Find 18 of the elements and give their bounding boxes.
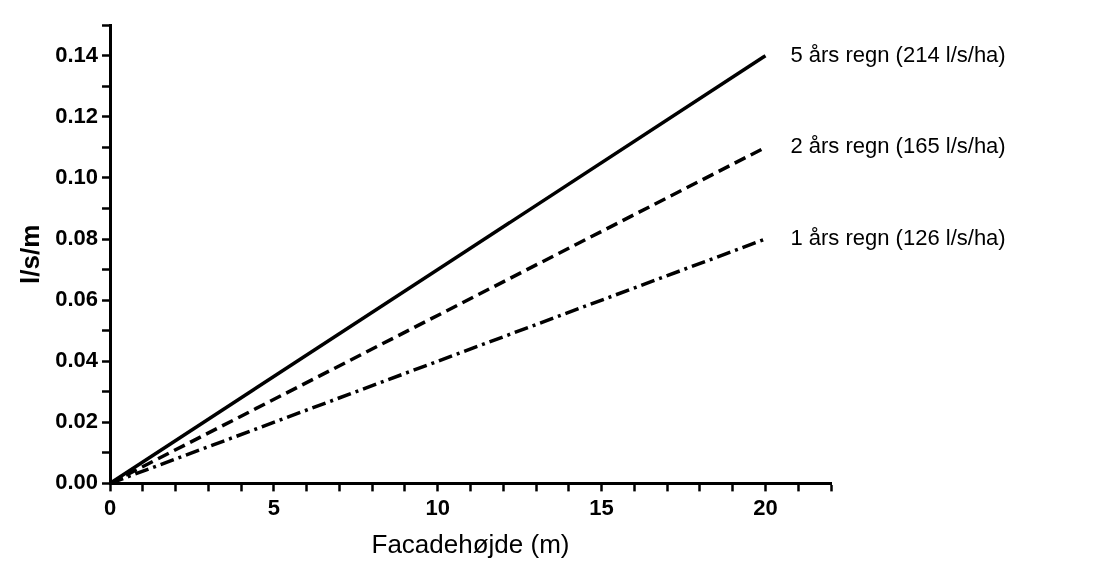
y-tick-label: 0.10 [55,164,99,189]
y-tick-label: 0.04 [55,347,99,373]
y-tick-label: 0.02 [55,408,99,434]
y-axis-title: l/s/m [14,224,45,284]
series-label: 2 års regn (165 l/s/ha) [790,133,1006,159]
x-tick-label: 15 [589,494,614,520]
y-tick-label: 0.08 [55,225,99,251]
x-tick-label: 5 [267,494,280,520]
x-tick-label: 20 [753,494,778,520]
y-tick-label: 0.12 [55,102,99,128]
series-label: 1 års regn (126 l/s/ha) [790,225,1006,251]
x-tick-label: 0 [103,494,117,520]
y-tick-label: 0.00 [55,469,99,495]
y-tick-label: 0.14 [55,41,99,67]
y-tick-label: 0.06 [55,286,99,312]
x-tick-label: 10 [425,494,450,520]
x-axis-title: Facadehøjde (m) [371,528,570,559]
series-label: 5 års regn (214 l/s/ha) [790,41,1006,67]
